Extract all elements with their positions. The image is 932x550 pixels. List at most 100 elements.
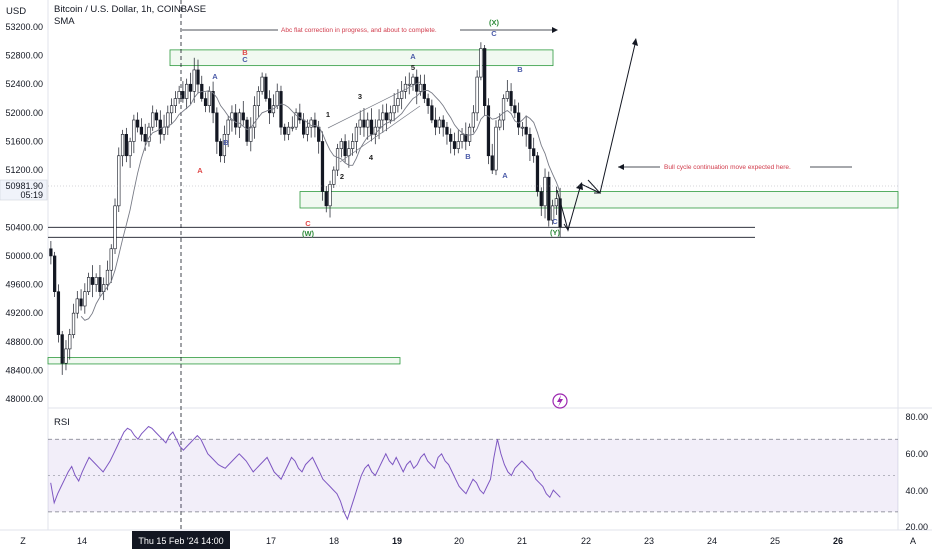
time-axis[interactable]: 14 17 18 19 20 21 22 23 24 25 26 bbox=[77, 536, 843, 546]
candle[interactable] bbox=[418, 83, 423, 92]
candle[interactable] bbox=[509, 91, 513, 106]
candle[interactable] bbox=[467, 126, 472, 142]
candle[interactable] bbox=[260, 76, 264, 92]
candle[interactable] bbox=[252, 105, 257, 128]
candle[interactable] bbox=[351, 141, 355, 149]
candle[interactable] bbox=[381, 112, 385, 121]
candle[interactable] bbox=[309, 119, 313, 128]
candle[interactable] bbox=[294, 112, 298, 128]
candle[interactable] bbox=[313, 119, 317, 128]
candle[interactable] bbox=[192, 69, 196, 92]
candle[interactable] bbox=[290, 126, 294, 129]
candle[interactable] bbox=[124, 134, 128, 157]
candle[interactable] bbox=[449, 134, 453, 142]
candle[interactable] bbox=[245, 119, 249, 142]
candle[interactable] bbox=[339, 141, 343, 149]
candle[interactable] bbox=[90, 277, 94, 285]
candle[interactable] bbox=[324, 191, 328, 207]
candle[interactable] bbox=[543, 176, 547, 207]
candle[interactable] bbox=[241, 112, 245, 121]
candle[interactable] bbox=[222, 134, 227, 157]
candle[interactable] bbox=[188, 83, 193, 92]
candle[interactable] bbox=[486, 105, 491, 157]
candle[interactable] bbox=[407, 83, 411, 86]
candle[interactable] bbox=[347, 148, 351, 157]
candle[interactable] bbox=[528, 134, 532, 149]
candle[interactable] bbox=[513, 105, 517, 114]
price-zone[interactable] bbox=[299, 191, 899, 209]
candle[interactable] bbox=[426, 98, 430, 106]
candle[interactable] bbox=[377, 119, 381, 128]
candle[interactable] bbox=[286, 126, 291, 135]
candle[interactable] bbox=[98, 277, 102, 292]
rsi-label[interactable]: RSI bbox=[54, 417, 70, 428]
candle[interactable] bbox=[226, 119, 230, 135]
candle[interactable] bbox=[437, 119, 442, 128]
candle[interactable] bbox=[234, 112, 238, 128]
candle[interactable] bbox=[335, 148, 340, 171]
candle[interactable] bbox=[203, 98, 208, 106]
candle[interactable] bbox=[505, 91, 509, 99]
auto-scale-button[interactable]: A bbox=[910, 536, 916, 546]
candle[interactable] bbox=[249, 126, 253, 142]
candle[interactable] bbox=[60, 334, 64, 364]
candle[interactable] bbox=[83, 291, 87, 307]
candle[interactable] bbox=[445, 126, 449, 135]
candle[interactable] bbox=[128, 141, 132, 157]
candle[interactable] bbox=[535, 155, 540, 192]
candle[interactable] bbox=[283, 126, 287, 135]
sma-line[interactable] bbox=[80, 90, 561, 321]
candle[interactable] bbox=[456, 141, 460, 149]
candle[interactable] bbox=[117, 155, 121, 207]
candle[interactable] bbox=[181, 91, 185, 99]
candle[interactable] bbox=[396, 98, 400, 106]
rsi-line[interactable] bbox=[50, 425, 561, 521]
candle[interactable] bbox=[154, 112, 159, 121]
candle[interactable] bbox=[147, 126, 151, 142]
candle[interactable] bbox=[275, 91, 279, 106]
candle[interactable] bbox=[358, 119, 362, 128]
candle[interactable] bbox=[71, 312, 76, 335]
candle[interactable] bbox=[460, 134, 464, 142]
candle[interactable] bbox=[441, 119, 445, 128]
candle[interactable] bbox=[547, 176, 551, 221]
candle[interactable] bbox=[434, 119, 438, 128]
candle[interactable] bbox=[49, 248, 53, 257]
candle[interactable] bbox=[494, 126, 498, 171]
candle[interactable] bbox=[177, 91, 181, 99]
candle[interactable] bbox=[109, 248, 113, 271]
candle[interactable] bbox=[185, 83, 189, 99]
candle[interactable] bbox=[317, 126, 321, 142]
candle[interactable] bbox=[136, 119, 140, 128]
candle[interactable] bbox=[539, 191, 543, 207]
candle[interactable] bbox=[211, 91, 215, 114]
candle[interactable] bbox=[479, 48, 483, 78]
bull-cycle-note[interactable]: Bull cycle continuation move expected he… bbox=[664, 164, 791, 171]
candle[interactable] bbox=[464, 134, 468, 142]
candle[interactable] bbox=[388, 112, 392, 121]
candle[interactable] bbox=[430, 105, 434, 121]
candle[interactable] bbox=[343, 141, 347, 157]
candle[interactable] bbox=[139, 126, 144, 135]
candle[interactable] bbox=[237, 112, 242, 128]
candle[interactable] bbox=[132, 119, 136, 142]
candle[interactable] bbox=[452, 141, 457, 149]
price-zone[interactable] bbox=[47, 357, 401, 365]
candle[interactable] bbox=[517, 112, 521, 128]
candle[interactable] bbox=[520, 126, 525, 129]
candle[interactable] bbox=[369, 119, 374, 135]
candle[interactable] bbox=[113, 205, 117, 250]
candle[interactable] bbox=[207, 91, 211, 106]
timezone-icon[interactable]: Z bbox=[20, 536, 26, 546]
price-zone[interactable] bbox=[169, 49, 554, 67]
candle[interactable] bbox=[120, 134, 125, 157]
candle[interactable] bbox=[362, 119, 366, 128]
candle[interactable] bbox=[196, 69, 200, 85]
candlestick-series[interactable] bbox=[49, 42, 562, 375]
indicator-label[interactable]: SMA bbox=[54, 16, 75, 27]
candle[interactable] bbox=[524, 126, 528, 135]
candle[interactable] bbox=[151, 112, 155, 128]
candle[interactable] bbox=[86, 277, 91, 292]
candle[interactable] bbox=[550, 205, 555, 221]
